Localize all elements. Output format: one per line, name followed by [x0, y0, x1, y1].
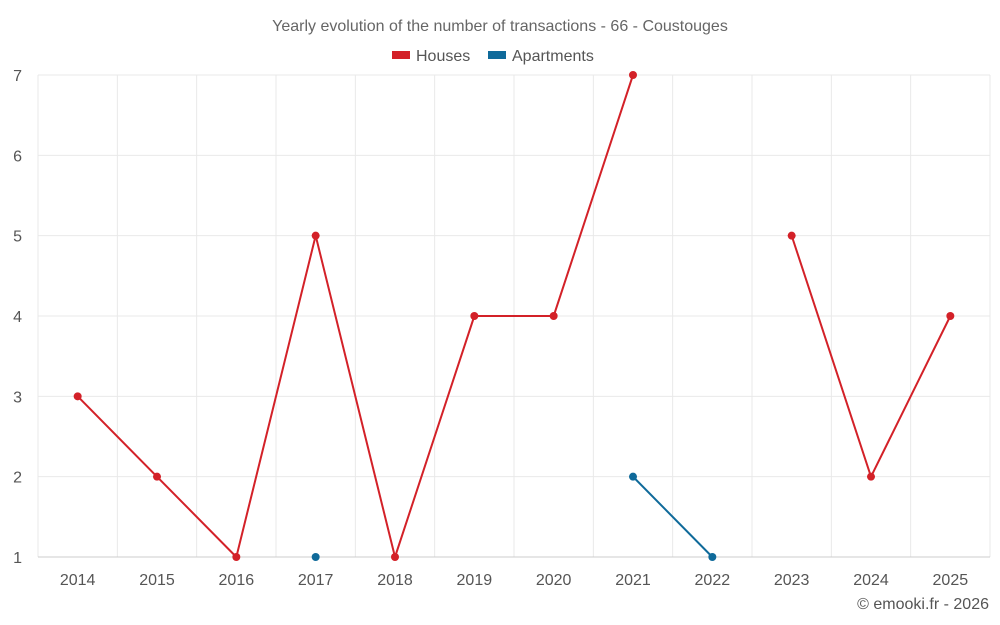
x-tick-label: 2014 — [60, 572, 96, 589]
series-houses — [73, 71, 955, 561]
legend-swatch-apartments — [488, 51, 506, 59]
x-tick-label: 2019 — [457, 572, 493, 589]
data-point — [549, 312, 558, 320]
x-tick-label: 2024 — [853, 572, 889, 589]
y-tick-label: 4 — [13, 309, 22, 326]
series-line-segment — [314, 234, 396, 558]
y-tick-label: 5 — [13, 229, 22, 246]
data-point — [787, 231, 796, 240]
x-tick-label: 2022 — [695, 572, 731, 589]
x-tick-label: 2015 — [139, 572, 175, 589]
x-tick-label: 2016 — [219, 572, 255, 589]
x-tick-label: 2023 — [774, 572, 810, 589]
data-point — [629, 71, 637, 79]
data-point — [311, 231, 320, 240]
data-point — [232, 553, 241, 561]
data-point — [153, 472, 161, 481]
series-line-segment — [235, 234, 317, 558]
series-apartments — [311, 472, 717, 561]
x-tick-label: 2021 — [615, 572, 651, 589]
chart-title: Yearly evolution of the number of transa… — [272, 18, 728, 35]
legend-label-houses: Houses — [416, 48, 470, 65]
series-line-segment — [790, 234, 872, 478]
series-line-segment — [156, 475, 238, 558]
data-point — [391, 553, 399, 561]
x-tick-label: 2025 — [933, 572, 969, 589]
series-line-segment — [632, 475, 714, 558]
series-line-segment — [552, 74, 634, 317]
series-line-segment — [870, 315, 952, 478]
data-point — [708, 553, 717, 561]
data-point — [867, 472, 875, 481]
legend-swatch-houses — [392, 51, 410, 59]
y-tick-label: 3 — [13, 389, 22, 406]
x-tick-label: 2018 — [377, 572, 413, 589]
series-line-segment — [394, 315, 476, 558]
legend: Houses Apartments — [392, 48, 594, 65]
y-tick-label: 2 — [13, 470, 22, 487]
credit-text: © emooki.fr - 2026 — [857, 596, 989, 613]
y-tick-label: 7 — [13, 68, 22, 85]
legend-label-apartments: Apartments — [512, 48, 594, 65]
y-tick-label: 1 — [13, 550, 22, 567]
data-point — [946, 312, 955, 320]
x-tick-label: 2020 — [536, 572, 572, 589]
data-point — [470, 312, 479, 320]
data-point — [629, 472, 637, 481]
x-tick-label: 2017 — [298, 572, 334, 589]
data-point — [73, 392, 82, 401]
series — [73, 71, 955, 561]
series-line-segment — [76, 395, 158, 478]
data-point — [311, 553, 320, 561]
axes: 1 2 3 4 5 6 7 2014 2015 2016 2017 2018 2019 2020 2021 2… — [13, 68, 990, 589]
y-tick-label: 6 — [13, 148, 22, 165]
